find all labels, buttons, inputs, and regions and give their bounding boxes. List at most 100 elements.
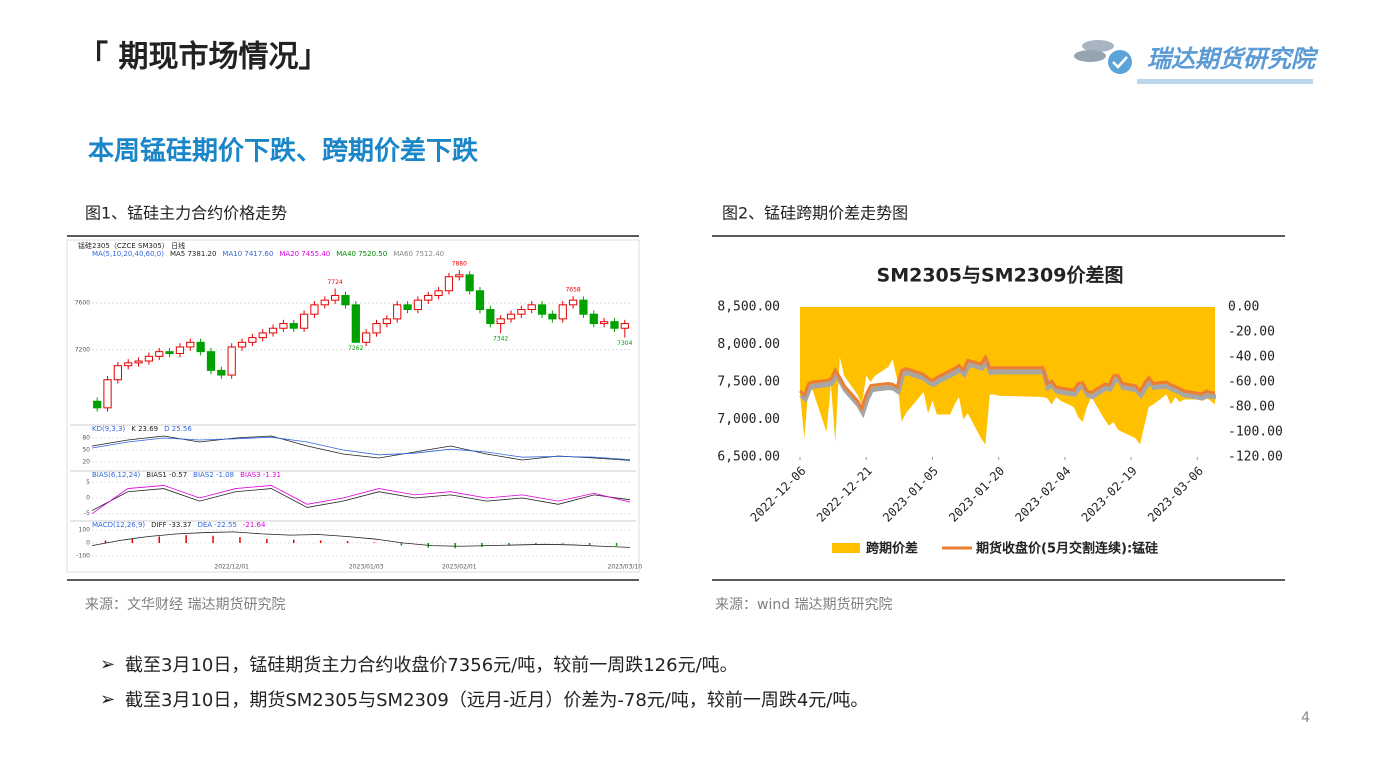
- candle-body: [299, 313, 309, 329]
- candle-body: [496, 318, 505, 325]
- candle-body: [289, 323, 298, 329]
- logo-bar: [1137, 79, 1313, 84]
- y-tick-label: 50: [82, 447, 90, 454]
- y2-tick-label: -80.00: [1228, 400, 1275, 415]
- candle-body: [113, 365, 122, 381]
- candle-body: [124, 362, 133, 367]
- price-chart: 锰硅2305（CZCE SM305） 日线MA(5,10,20,40,60,0)…: [66, 239, 642, 573]
- indicator-line: [91, 488, 631, 511]
- y-tick-label: 7,000.00: [717, 412, 780, 427]
- panel-label: DIFF -33.37: [151, 521, 191, 529]
- candle-body: [382, 318, 391, 325]
- candle-body: [258, 332, 267, 339]
- legend-text: 跨期价差: [866, 541, 918, 557]
- panel-label: BIAS2 -1.08: [193, 471, 234, 479]
- candle-body: [351, 304, 360, 343]
- panel-label: KD(9,3,3): [92, 425, 126, 433]
- logo-coin: [1074, 50, 1106, 62]
- chart-title: SM2305与SM2309价差图: [877, 264, 1124, 287]
- x-tick-label: 2023-02-04: [1013, 464, 1074, 525]
- legend-text: MA10 7417.60: [222, 250, 273, 258]
- x-tick-label: 2022/12/01: [214, 564, 249, 571]
- x-tick-label: 2022-12-21: [814, 464, 875, 525]
- x-tick-label: 2023-02-19: [1079, 464, 1140, 525]
- candle-body: [320, 299, 329, 306]
- page-number: 4: [1301, 710, 1310, 726]
- annotation: 7342: [493, 336, 508, 343]
- legend-text: MA20 7455.40: [279, 250, 330, 258]
- candle-body: [362, 332, 371, 343]
- logo-coin: [1082, 40, 1114, 52]
- candle-body: [537, 304, 547, 315]
- legend-text: MA40 7520.50: [336, 250, 387, 258]
- panel-label: BIAS1 -0.57: [146, 471, 187, 479]
- candle-body: [341, 294, 350, 306]
- area: [800, 307, 1215, 445]
- candle-body: [268, 327, 278, 334]
- candle-body: [227, 346, 236, 376]
- candle-body: [144, 355, 154, 362]
- candle-body: [103, 379, 112, 409]
- candle-body: [486, 309, 495, 325]
- candle-body: [506, 313, 516, 320]
- y-tick-label: 8,000.00: [717, 337, 780, 352]
- subtitle: 本周锰硅期价下跌、跨期价差下跌: [88, 136, 478, 167]
- candle-body: [206, 351, 216, 371]
- spread-chart: SM2305与SM2309价差图 6,500.00 7,000.00 7,500.00…: [717, 264, 1282, 557]
- candle-body: [372, 323, 381, 334]
- x-tick-label: 2022-12-06: [748, 464, 809, 525]
- candle-body: [155, 351, 164, 357]
- line: [799, 353, 1216, 412]
- chart-frame: [66, 239, 640, 573]
- candle-body: [93, 400, 102, 409]
- panel-label: -21.64: [243, 521, 266, 529]
- figure-caption: 图2、锰硅跨期价差走势图: [722, 204, 908, 223]
- candle-body: [589, 313, 598, 325]
- panel-label: D 25.56: [164, 425, 192, 433]
- y-tick-label: 7600: [75, 299, 90, 306]
- annotation: 7724: [327, 279, 342, 286]
- candle-body: [196, 341, 205, 353]
- y-tick-label: -100: [76, 553, 90, 560]
- panel-label: BIAS(6,12,24): [92, 471, 141, 479]
- candle-body: [186, 341, 195, 348]
- y-tick-label: 7200: [75, 346, 90, 353]
- panel-label: BIAS3 -1.31: [240, 471, 281, 479]
- candle-body: [558, 304, 567, 320]
- y-tick-label: 80: [82, 435, 90, 442]
- candle-body: [393, 304, 402, 320]
- candle-body: [610, 321, 619, 329]
- bullet-text: 截至3月10日，锰硅期货主力合约收盘价7356元/吨，较前一周跌126元/吨。: [125, 655, 738, 676]
- candle-body: [403, 304, 412, 311]
- x-tick-label: 2023-03-06: [1145, 464, 1206, 525]
- legend-text: MA(5,10,20,40,60,0): [92, 250, 164, 258]
- candle-body: [434, 290, 443, 296]
- candle-body: [444, 276, 454, 292]
- panel-label: DEA -22.55: [197, 521, 236, 529]
- y-tick-label: 0: [86, 495, 90, 502]
- y2-tick-label: -120.00: [1228, 450, 1283, 465]
- panel-label: MACD(12,26,9): [92, 521, 145, 529]
- candle-body: [237, 341, 247, 348]
- candle-body: [424, 294, 433, 301]
- y2-tick-label: 0.00: [1228, 300, 1259, 315]
- candle-body: [527, 304, 536, 311]
- annotation: 7880: [452, 261, 467, 268]
- indicator-line: [91, 436, 631, 460]
- y2-tick-label: -20.00: [1228, 325, 1275, 340]
- logo-check: [1112, 56, 1128, 69]
- logo-badge: [1108, 50, 1132, 74]
- candle-body: [175, 346, 185, 355]
- line-shadow: [799, 355, 1217, 419]
- source: 来源：文华财经 瑞达期货研究院: [85, 596, 285, 613]
- legend-text: MA5 7381.20: [170, 250, 216, 258]
- bullet-icon: ➢: [100, 654, 115, 675]
- candle-body: [134, 360, 143, 364]
- y2-tick-label: -100.00: [1228, 425, 1283, 440]
- candle-body: [165, 351, 174, 355]
- y-tick-label: 8,500.00: [717, 300, 780, 315]
- bullet-text: 截至3月10日，期货SM2305与SM2309（远月-近月）价差为-78元/吨，…: [125, 690, 868, 711]
- bullet-icon: ➢: [100, 689, 115, 710]
- y2-tick-label: -40.00: [1228, 350, 1275, 365]
